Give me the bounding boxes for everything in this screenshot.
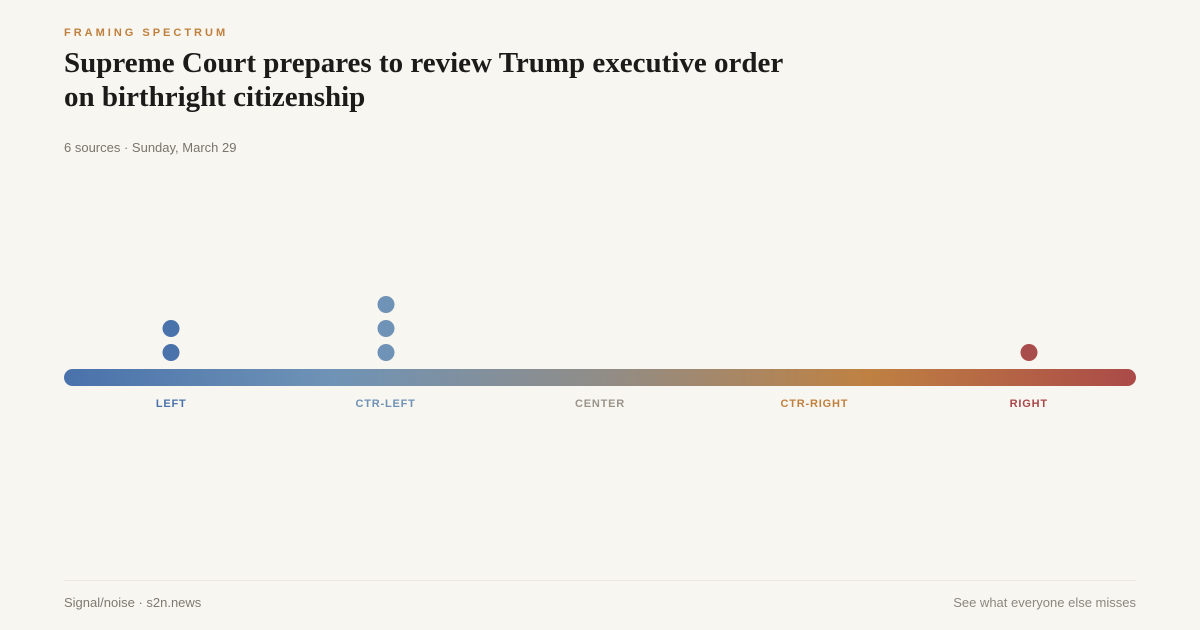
framing-spectrum-chart: LEFT CTR-LEFT CENTER CTR-RIGHT RIGHT <box>64 290 1136 420</box>
sources-date-meta: 6 sources · Sunday, March 29 <box>64 140 237 155</box>
source-dot-ctr-left <box>377 344 395 361</box>
page-title: Supreme Court prepares to review Trump e… <box>64 46 1136 114</box>
spectrum-gradient-bar <box>64 369 1136 386</box>
axis-label-ctr-left: CTR-LEFT <box>355 398 416 410</box>
dot-column-right <box>1020 344 1038 361</box>
source-dot-ctr-left <box>377 296 395 313</box>
footer-divider <box>64 580 1136 581</box>
axis-label-left: LEFT <box>155 398 187 410</box>
axis-label-right: RIGHT <box>1009 398 1048 410</box>
source-dot-left <box>162 320 180 337</box>
tagline-footer: See what everyone else misses <box>953 595 1136 610</box>
page-title-line-1: Supreme Court prepares to review Trump e… <box>64 47 784 79</box>
source-dot-left <box>162 344 180 361</box>
eyebrow-label: FRAMING SPECTRUM <box>64 27 229 39</box>
dot-column-ctr-left <box>377 296 395 361</box>
page-title-line-2: on birthright citizenship <box>64 81 366 113</box>
source-dot-right <box>1020 344 1038 361</box>
axis-label-ctr-right: CTR-RIGHT <box>780 398 849 410</box>
source-dot-ctr-left <box>377 320 395 337</box>
axis-label-center: CENTER <box>574 398 626 410</box>
brand-footer: Signal/noise · s2n.news <box>64 595 202 610</box>
dot-column-left <box>162 320 180 361</box>
